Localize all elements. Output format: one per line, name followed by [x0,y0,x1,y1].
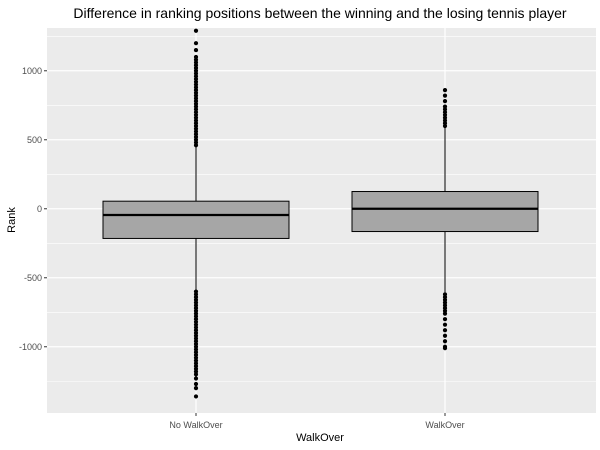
outlier-point [194,372,198,376]
outlier-point [443,99,447,103]
outlier-point [194,29,198,33]
box-iqr [352,192,538,232]
outlier-point [194,382,198,386]
chart-title: Difference in ranking positions between … [73,5,567,21]
outlier-point [194,376,198,380]
outlier-point [443,105,447,109]
outlier-point [443,94,447,98]
outlier-point [194,55,198,59]
outlier-point [443,323,447,327]
x-tick-label: No WalkOver [169,420,222,430]
x-axis-ticks: No WalkOver WalkOver [169,413,464,430]
outlier-point [443,312,447,316]
x-tick-label: WalkOver [425,420,464,430]
outlier-point [194,394,198,398]
outlier-point [443,346,447,350]
y-axis-ticks: 1000 500 0 -500 -1000 [19,66,47,352]
outlier-point [194,41,198,45]
y-tick-label: 1000 [22,66,42,76]
y-tick-label: 0 [37,204,42,214]
x-axis-title: WalkOver [296,432,344,444]
outlier-point [443,88,447,92]
outlier-point [443,328,447,332]
y-axis-title: Rank [6,207,18,233]
outlier-point [443,334,447,338]
outlier-point [194,48,198,52]
outlier-point [194,386,198,390]
box-iqr [103,201,289,238]
y-tick-label: -1000 [19,342,42,352]
y-tick-label: -500 [24,273,42,283]
outlier-point [443,317,447,321]
y-tick-label: 500 [27,135,42,145]
outlier-point [443,339,447,343]
